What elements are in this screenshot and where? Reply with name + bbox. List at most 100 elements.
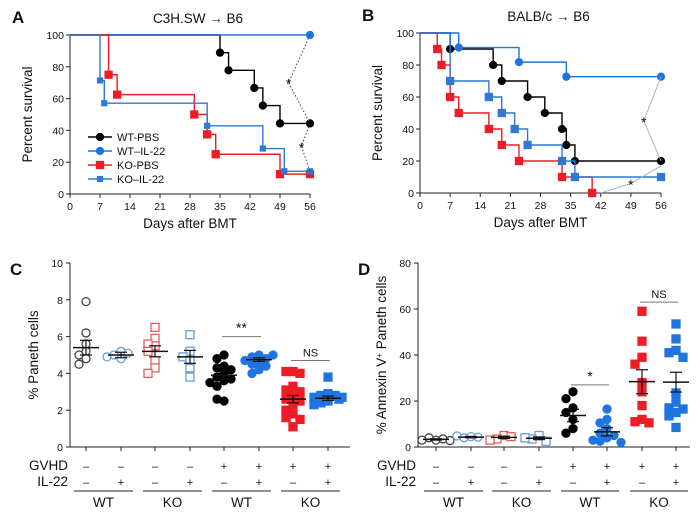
legend: WT-PBS WT–IL-22 KO-PBS KO–IL-22 [88,132,165,186]
chart-title: BALB/c → B6 [507,9,590,24]
legend-marker [95,146,105,156]
x-tick-label: 21 [154,201,166,213]
data-point [445,92,455,102]
group-label: KO [301,495,321,510]
data-point [497,108,506,118]
data-point [258,101,268,110]
data-point [81,296,91,307]
data-point [295,368,305,379]
group-2: –+ [102,346,134,489]
data-point [637,400,647,411]
row-label-il22: IL-22 [37,474,68,489]
significance-bracket [300,123,311,172]
x-axis-label: Days after BMT [143,216,237,231]
y-tick-label: 100 [46,30,64,42]
group-8: ++ [663,319,689,489]
panel-label: B [362,6,374,25]
y-tick-label: 20 [402,156,414,168]
il22-value: – [570,477,577,489]
x-tick-label: 56 [655,200,667,212]
data-point [540,108,549,118]
data-point [281,366,291,377]
il22-value: – [639,477,646,489]
x-tick-label: 0 [417,200,423,212]
data-point [219,350,229,360]
x-tick-label: 7 [447,200,453,212]
data-point [664,348,674,358]
group-1: –– [73,296,99,489]
group-6: ++ [240,350,278,489]
data-point [637,336,647,346]
y-axis-label-main: % Annexin V [374,358,389,435]
data-point [261,361,271,371]
data-point [452,431,462,441]
gvhd-value: + [639,461,645,473]
data-point [510,124,519,134]
legend-item: WT–IL-22 [88,146,165,158]
y-tick-label: 0 [58,189,64,201]
il22-value: + [468,477,474,489]
group-4: –+ [177,330,203,489]
data-point [557,124,567,134]
series-wt-pbs [70,34,315,128]
data-point [562,140,571,150]
il22-value: – [152,477,159,489]
data-point [637,306,647,316]
y-axis-label: Percent survival [370,65,385,161]
il22-value: – [290,477,297,489]
data-point [678,352,688,362]
y-axis-label-suffix: Paneth cells [374,275,389,353]
data-point [557,156,567,166]
il22-value: + [325,477,331,489]
data-point [212,363,222,373]
group-label: KO [163,495,183,510]
data-point [212,381,222,391]
series-ko-pbs [420,32,597,198]
gvhd-value: – [501,461,508,473]
data-point [630,359,640,369]
y-tick-label: 100 [396,28,414,40]
data-point [602,404,612,414]
data-point [454,108,463,118]
data-point [205,377,215,388]
significance-star: * [628,176,634,192]
data-point [185,372,195,382]
il22-value: – [83,477,90,489]
y-axis-label: % Paneth cells [26,310,41,400]
data-point [211,150,220,159]
data-point [514,156,524,166]
y-tick-label: 60 [402,92,414,104]
group-label: WT [93,495,114,510]
data-point [334,394,344,404]
y-tick-label: 6 [57,332,63,344]
data-point [204,122,211,129]
group-7: +– [629,306,655,489]
x-axis-label: Days after BMT [494,215,588,230]
series-ko-il-22 [420,32,666,182]
gvhd-value: + [570,461,576,473]
data-point [557,172,567,182]
data-point [445,76,455,86]
y-tick-label: 60 [52,94,64,106]
significance-label: NS [303,348,318,360]
series-wt-il-22 [420,32,666,81]
significance-label: NS [651,289,666,301]
data-point [254,365,264,375]
panel-label: A [12,8,24,27]
y-tick-label: 0 [408,188,414,200]
significance-bracket [600,165,662,194]
data-point [323,372,333,382]
data-point [81,354,91,364]
significance-star: * [286,76,292,92]
legend-label: KO-PBS [117,160,159,172]
data-point [185,330,195,340]
y-tick-label: 80 [402,60,414,72]
gvhd-value: – [118,461,125,473]
group-8: ++ [309,372,347,489]
group-label: WT [580,495,601,510]
data-point [568,387,578,397]
y-tick-label: 40 [52,125,64,137]
group-7: +– [280,366,306,489]
group-2: –+ [452,431,484,489]
